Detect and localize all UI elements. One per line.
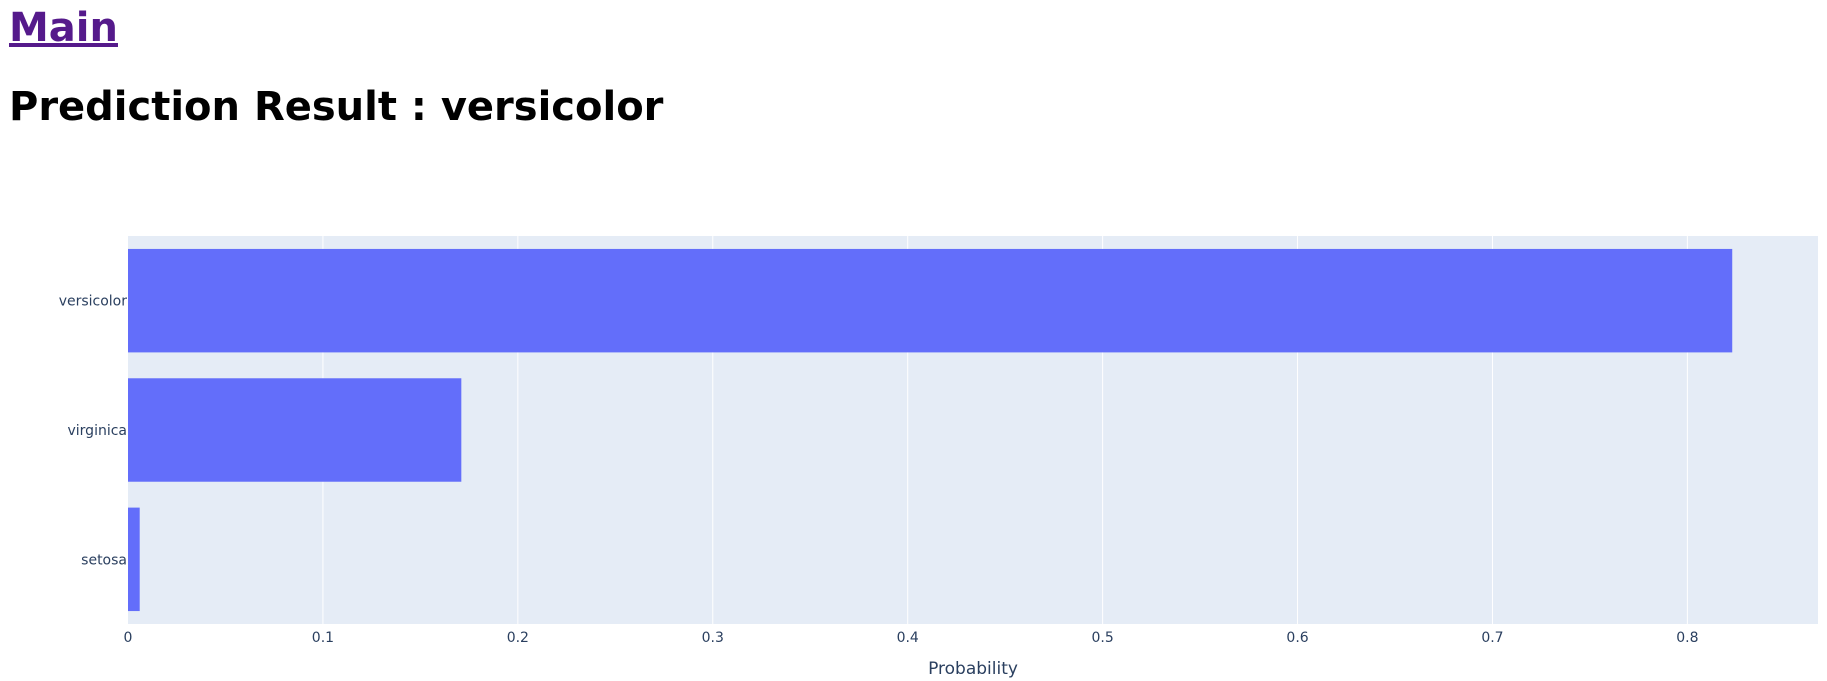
prediction-result-heading: Prediction Result : versicolor xyxy=(9,84,664,130)
bar-versicolor xyxy=(128,248,1733,353)
x-tick-label: 0.1 xyxy=(312,630,334,646)
main-link[interactable]: Main xyxy=(9,5,118,51)
bar-setosa xyxy=(128,507,140,612)
category-label-versicolor: versicolor xyxy=(59,294,128,310)
bar-virginica xyxy=(128,378,462,482)
category-label-setosa: setosa xyxy=(81,552,127,568)
x-tick-label: 0.5 xyxy=(1091,630,1113,646)
category-label-virginica: virginica xyxy=(68,423,128,439)
x-tick-label: 0 xyxy=(124,630,133,646)
x-axis-title: Probability xyxy=(928,659,1018,679)
x-tick-label: 0.6 xyxy=(1286,630,1308,646)
bars xyxy=(128,248,1733,612)
x-tick-label: 0.4 xyxy=(897,630,919,646)
x-tick-labels: 0 0.1 0.2 0.3 0.4 0.5 0.6 0.7 0.8 xyxy=(124,630,1699,646)
x-tick-label: 0.3 xyxy=(702,630,724,646)
x-tick-label: 0.8 xyxy=(1676,630,1698,646)
x-tick-label: 0.2 xyxy=(507,630,529,646)
x-tick-label: 0.7 xyxy=(1481,630,1503,646)
category-labels: versicolor virginica setosa xyxy=(59,294,128,569)
